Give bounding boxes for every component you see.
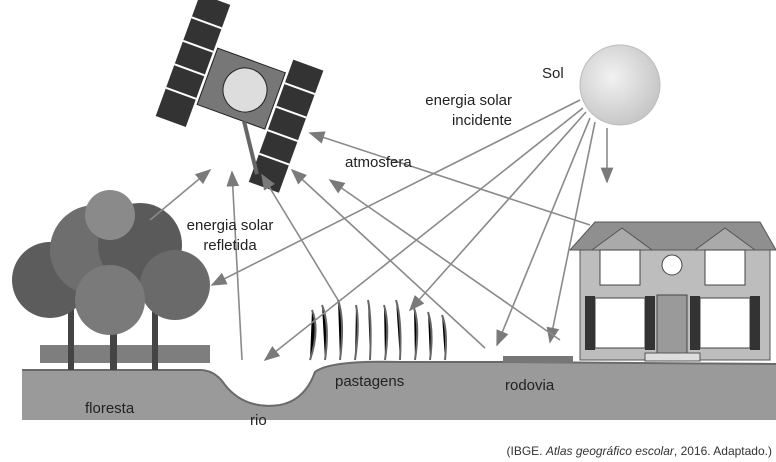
incident-label: incidente [452,112,512,129]
pasture-label: pastagens [335,373,404,390]
diagram: Sol energia solar incidente atmosfera en… [0,0,776,462]
atmosphere-label: atmosfera [345,154,412,171]
reflected-label: energia solar [187,217,274,234]
reflected-label: refletida [203,237,257,254]
road-label: rodovia [505,377,555,394]
caption-part: , 2016. Adaptado.) [674,444,772,458]
road [503,356,573,363]
caption: (IBGE. Atlas geográfico escolar, 2016. A… [506,444,772,458]
caption-part: (IBGE. [506,444,545,458]
sun-label: Sol [542,65,564,82]
incident-label: energia solar [425,92,512,109]
caption-part: Atlas geográfico escolar [545,444,675,458]
river-label: rio [250,412,267,429]
house [570,222,776,361]
forest [12,190,210,370]
forest-label: floresta [85,400,135,417]
sun [580,45,660,125]
satellite [145,0,333,193]
